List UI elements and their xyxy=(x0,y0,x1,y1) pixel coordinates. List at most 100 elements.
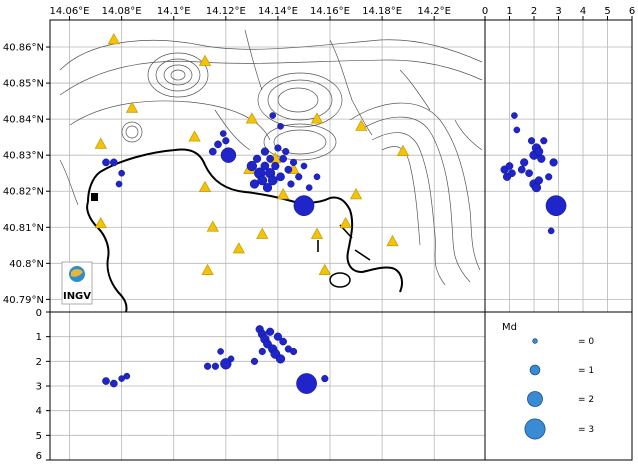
ns-hypocenter-dot xyxy=(545,173,553,181)
station-triangle xyxy=(355,119,368,131)
epicenter-dot xyxy=(295,173,303,181)
epicenter-dot xyxy=(313,173,321,181)
nisida-island xyxy=(329,272,351,288)
ns-hypocenter-dot xyxy=(547,227,555,235)
station-triangle xyxy=(188,130,201,142)
station-triangle xyxy=(276,188,290,200)
ew-hypocenter-dot xyxy=(211,362,219,370)
epicenter-dot xyxy=(305,184,313,191)
station-markers xyxy=(94,32,410,275)
ew-hypocenter-dot xyxy=(220,358,232,370)
ns-tick-label: 6 xyxy=(629,6,635,17)
ew-hypocenter-dot xyxy=(258,347,266,356)
lon-tick-label: 14.1°E xyxy=(157,6,191,17)
lon-tick-label: 14.06°E xyxy=(50,6,90,17)
epicenter-dot xyxy=(279,154,287,163)
station-triangle xyxy=(245,112,259,124)
magnitude-legend: Md = 0 = 1 = 2 = 3 xyxy=(484,311,633,461)
ew-hypocenter-dot xyxy=(296,373,317,394)
lon-tick-label: 14.12°E xyxy=(206,6,246,17)
station-triangle xyxy=(198,180,212,193)
ew-depth-axis: 0 1 2 3 4 5 6 xyxy=(36,308,50,462)
ns-hypocenter-dot xyxy=(525,169,533,178)
ns-depth-section: 0 1 2 3 4 5 6 xyxy=(482,6,635,313)
lat-tick-label: 40.86°N xyxy=(3,43,44,54)
epicenter-dot xyxy=(246,160,258,172)
ew-hypocenter-dot xyxy=(273,332,283,341)
ns-tick-label: 0 xyxy=(482,6,488,17)
ns-tick-label: 1 xyxy=(506,6,512,17)
lat-tick-label: 40.83°N xyxy=(3,151,44,162)
epicenter-dot xyxy=(115,180,123,188)
epicenter-dot xyxy=(260,147,270,156)
ns-hypocenter-dot xyxy=(534,147,544,156)
epicenter-dot xyxy=(220,147,237,163)
ew-tick-label: 4 xyxy=(36,406,42,417)
epicenter-map: INGV 14.06°E 14.08°E 14.1°E 14.12°E 14.14°E 1… xyxy=(3,6,486,313)
epicenter-dot xyxy=(214,140,222,149)
epicenter-dot xyxy=(269,112,277,119)
epicenter-dot xyxy=(276,172,285,182)
ew-hypocenter-dot xyxy=(102,377,110,385)
epicenter-dot xyxy=(277,123,284,130)
ns-tick-label: 3 xyxy=(555,6,561,17)
ew-hypocenter-dot xyxy=(250,357,259,365)
epicenter-dot xyxy=(274,144,282,152)
ew-tick-label: 5 xyxy=(36,431,42,442)
ingv-logo: INGV xyxy=(61,261,93,305)
ew-hypocenter-dot xyxy=(289,347,298,356)
station-triangle xyxy=(94,216,107,229)
lon-tick-label: 14.08°E xyxy=(102,6,142,17)
ew-hypocenter-dot xyxy=(217,348,224,355)
legend-marker xyxy=(524,418,546,440)
legend-label: = 1 xyxy=(578,366,594,376)
station-triangle xyxy=(198,54,212,66)
ns-hypocenter-dot xyxy=(527,137,536,145)
ew-hypocenter-dot xyxy=(227,355,235,363)
ew-depth-section: 0 1 2 3 4 5 6 xyxy=(36,308,486,462)
station-triangle xyxy=(125,101,139,113)
station-triangle xyxy=(94,137,107,149)
lat-tick-label: 40.81°N xyxy=(3,223,44,234)
epicenter-dot xyxy=(208,147,217,156)
legend-label: = 0 xyxy=(578,337,594,347)
ns-hypocenter-dot xyxy=(549,158,558,167)
ns-hypocenter-dot xyxy=(531,182,542,193)
ew-hypocenter-markers xyxy=(102,325,329,394)
epicenter-dot xyxy=(262,182,273,193)
epicenter-dot xyxy=(118,169,125,177)
ns-depth-axis: 0 1 2 3 4 5 6 xyxy=(482,6,635,20)
epicenter-dot xyxy=(271,161,280,171)
ew-hypocenter-dot xyxy=(279,337,287,346)
epicenter-dot xyxy=(267,175,278,186)
ns-hypocenter-dot xyxy=(513,126,521,134)
epicenter-dot xyxy=(300,162,308,170)
station-triangle xyxy=(349,188,363,200)
longitude-axis: 14.06°E 14.08°E 14.1°E 14.12°E 14.14°E 14.16°… xyxy=(50,6,451,20)
lat-tick-label: 40.84°N xyxy=(3,115,44,126)
epicenter-dot xyxy=(266,154,274,163)
legend-marker xyxy=(529,364,541,376)
legend-title: Md xyxy=(502,322,517,333)
epicenter-dot xyxy=(260,161,270,171)
station-triangle xyxy=(310,227,324,239)
epicenter-dot xyxy=(109,158,118,167)
station-triangle xyxy=(310,112,324,124)
legend-marker xyxy=(527,391,543,407)
epicenter-dot xyxy=(102,158,110,167)
ns-hypocenter-dot xyxy=(511,112,518,119)
ns-hypocenter-markers xyxy=(500,112,567,235)
epicenter-dot xyxy=(284,165,293,174)
station-triangle xyxy=(256,227,269,239)
ns-tick-label: 2 xyxy=(531,6,537,17)
station-triangle xyxy=(386,234,399,247)
ns-hypocenter-dot xyxy=(540,137,548,145)
logo-text: INGV xyxy=(63,291,91,302)
lat-tick-label: 40.79°N xyxy=(3,295,44,306)
epicenter-dot xyxy=(287,180,295,188)
epicenter-dot xyxy=(289,158,298,166)
legend-label: = 2 xyxy=(578,395,594,405)
ns-hypocenter-dot xyxy=(520,158,529,167)
ew-hypocenter-dot xyxy=(321,375,329,383)
